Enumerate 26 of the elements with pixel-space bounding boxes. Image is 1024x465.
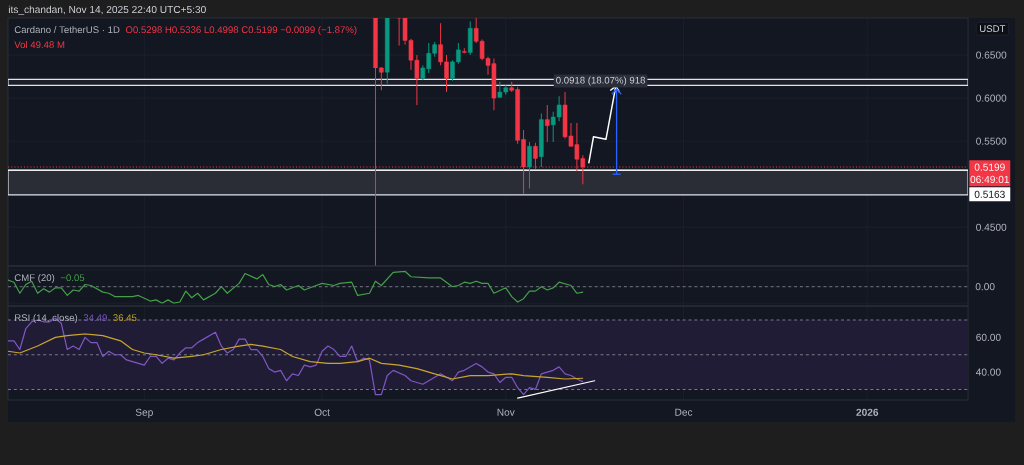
x-tick-label: Nov bbox=[497, 408, 515, 416]
x-tick-label: Dec bbox=[675, 408, 693, 416]
ref-line-label: 0.5163 bbox=[974, 190, 1005, 198]
y-tick-label: 60.00 bbox=[976, 333, 1001, 341]
x-tick-label: Oct bbox=[314, 408, 330, 416]
annotation: Vol 49.48 M bbox=[14, 41, 65, 49]
y-tick-label: 0.5500 bbox=[976, 137, 1007, 145]
text: RSI (14, close) bbox=[15, 314, 78, 323]
ref-line-label: 0.5199 bbox=[974, 163, 1005, 171]
text: its_chandan, Nov 14, 2025 22:40 UTC+5:30 bbox=[8, 5, 206, 16]
text: 06:49:01 bbox=[970, 175, 1009, 184]
annotation: O0.5298 H0.5336 L0.4998 C0.5199 −0.0099 (−1.87%) bbox=[125, 26, 357, 35]
x-tick-label: Sep bbox=[135, 408, 153, 418]
y-tick-label: 40.00 bbox=[975, 368, 1001, 376]
text: Cardano / TetherUS · 1D bbox=[14, 26, 120, 34]
y-tick-label: 0.4500 bbox=[976, 223, 1007, 231]
annotation: 36.45 bbox=[113, 314, 137, 322]
y-axis-title: USDT bbox=[980, 25, 1006, 33]
y-tick-label: 0.6500 bbox=[976, 51, 1007, 59]
annotation: −0.05 bbox=[60, 274, 85, 282]
annotation: 34.49 bbox=[83, 314, 107, 322]
y-tick-label: 0.6000 bbox=[976, 94, 1007, 102]
annotation: 0.0918 (18.07%) 918 bbox=[556, 76, 645, 86]
x-tick-label: 2026 bbox=[856, 408, 879, 416]
text: 0.00 bbox=[975, 283, 995, 291]
chart-title: CMF (20) bbox=[14, 274, 55, 283]
